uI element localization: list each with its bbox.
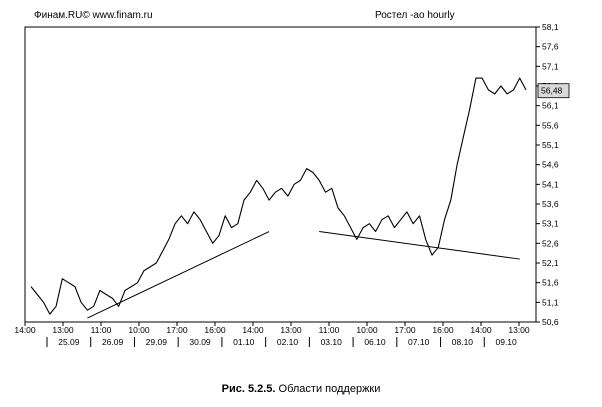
date-label: 30.09 — [189, 337, 211, 347]
date-label: 01.10 — [233, 337, 255, 347]
ticker-label: Ростел -ао hourly — [375, 10, 455, 21]
x-tick-label: 10:00 — [128, 325, 150, 335]
y-tick-label: 50,6 — [542, 317, 559, 327]
x-tick-label: 11:00 — [319, 325, 340, 335]
y-tick-label: 54,6 — [542, 160, 559, 170]
x-tick-label: 11:00 — [91, 325, 112, 335]
y-tick-label: 53,6 — [542, 199, 559, 209]
y-tick-label: 58,1 — [542, 22, 559, 32]
x-tick-label: 13:00 — [508, 325, 530, 335]
date-label: 06.10 — [364, 337, 386, 347]
y-tick-label: 55,1 — [542, 140, 559, 150]
x-tick-label: 10:00 — [356, 325, 378, 335]
support-line — [87, 231, 270, 319]
plot-frame — [24, 26, 537, 323]
x-tick-label: 13:00 — [280, 325, 302, 335]
y-tick-label: 52,6 — [542, 238, 559, 248]
date-label: 03.10 — [321, 337, 343, 347]
price-line — [30, 77, 527, 315]
date-label: 07.10 — [408, 337, 430, 347]
x-tick-label: 17:00 — [166, 325, 188, 335]
y-tick-label: 55,6 — [542, 120, 559, 130]
y-tick-label: 56,1 — [542, 101, 559, 111]
x-tick-label: 14:00 — [242, 325, 264, 335]
y-tick-label: 57,1 — [542, 61, 559, 71]
date-label: 26.09 — [102, 337, 124, 347]
y-tick-label: 57,6 — [542, 42, 559, 52]
x-tick-label: 16:00 — [204, 325, 226, 335]
x-tick-label: 17:00 — [394, 325, 416, 335]
date-label: 25.09 — [58, 337, 80, 347]
y-tick-label: 51,1 — [542, 297, 559, 307]
date-label: 08.10 — [452, 337, 474, 347]
y-tick-label: 51,6 — [542, 278, 559, 288]
date-label: 29.09 — [146, 337, 168, 347]
x-tick-label: 13:00 — [52, 325, 74, 335]
x-tick-label: 14:00 — [14, 325, 36, 335]
date-label: 02.10 — [277, 337, 299, 347]
date-label: 09.10 — [495, 337, 517, 347]
source-label: Финам.RU© www.finam.ru — [34, 10, 153, 21]
x-tick-label: 16:00 — [432, 325, 454, 335]
caption-number: Рис. 5.2.5. — [221, 383, 276, 395]
y-tick-label: 54,1 — [542, 179, 559, 189]
y-tick-label: 53,1 — [542, 219, 559, 229]
caption-text: Области поддержки — [278, 383, 381, 395]
x-tick-label: 14:00 — [470, 325, 492, 335]
y-tick-label: 52,1 — [542, 258, 559, 268]
last-value-badge — [537, 83, 570, 99]
trend-line — [319, 231, 520, 260]
last-value-label: 56,48 — [541, 86, 563, 96]
figure-caption: Рис. 5.2.5. Области поддержки — [0, 383, 602, 395]
